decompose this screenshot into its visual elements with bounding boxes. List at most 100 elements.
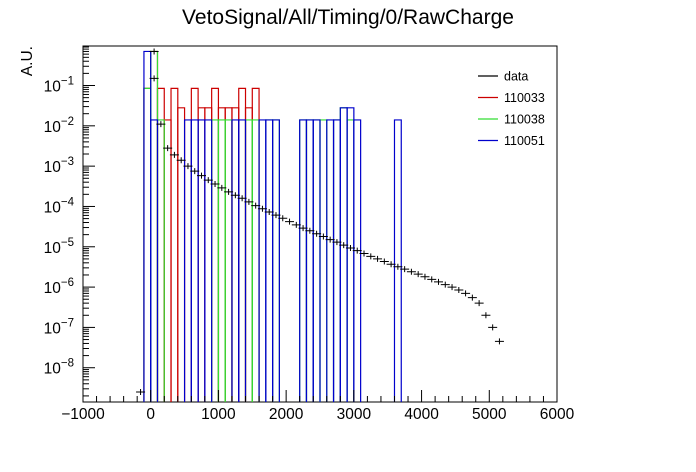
bar-110033-1 <box>150 50 159 402</box>
bar-110051-17 <box>346 107 355 402</box>
bar-110033-7 <box>190 87 199 402</box>
data-point-4 <box>163 145 173 152</box>
y-tick-label-3: 10−5 <box>44 237 74 257</box>
bar-110038-13 <box>319 119 328 402</box>
data-point-35 <box>373 255 383 262</box>
bar-110038-11 <box>305 119 314 402</box>
bar-110033-8 <box>197 107 206 402</box>
bar-110051-8 <box>258 119 267 402</box>
bar-110051-3 <box>190 119 199 402</box>
data-point-11 <box>210 181 220 188</box>
bar-110033-10 <box>211 87 220 402</box>
y-tick-label-5: 10−3 <box>44 156 74 176</box>
legend-label-data: data <box>504 70 528 84</box>
data-point-28 <box>325 236 335 243</box>
data-point-34 <box>366 253 376 260</box>
data-point-19 <box>264 208 274 215</box>
data-point-43 <box>427 276 437 283</box>
bar-110038-4 <box>217 119 226 402</box>
y-tick-label-6: 10−2 <box>44 116 74 136</box>
bar-110038-2 <box>156 119 165 402</box>
x-tick-label-0: −1000 <box>61 406 105 423</box>
bar-110038-5 <box>224 119 233 402</box>
data-point-5 <box>169 151 179 158</box>
series-110038 <box>143 50 355 402</box>
data-point-36 <box>379 258 389 265</box>
bar-110033-5 <box>177 107 186 402</box>
data-point-12 <box>217 184 227 191</box>
bar-110051-19 <box>393 119 402 402</box>
bar-110038-1 <box>150 50 159 402</box>
data-point-29 <box>332 239 342 246</box>
data-point-33 <box>359 250 369 257</box>
y-axis-label: A.U. <box>19 46 36 76</box>
data-point-49 <box>467 294 477 301</box>
data-point-41 <box>413 271 423 278</box>
legend-label-110038: 110038 <box>504 113 545 127</box>
data-point-39 <box>400 266 410 273</box>
x-tick-label-6: 5000 <box>472 406 507 423</box>
data-point-2 <box>149 75 159 82</box>
bar-110051-12 <box>305 119 314 402</box>
x-tick-label-4: 3000 <box>337 406 372 423</box>
data-point-42 <box>420 273 430 280</box>
series-group <box>136 48 504 402</box>
data-point-48 <box>461 290 471 297</box>
data-point-37 <box>386 261 396 268</box>
legend-label-110051: 110051 <box>504 134 545 148</box>
bar-110033-3 <box>163 119 172 402</box>
bar-110051-11 <box>299 119 308 402</box>
data-point-31 <box>345 245 355 252</box>
data-point-14 <box>230 192 240 199</box>
y-tick-label-4: 10−4 <box>44 196 75 216</box>
data-point-23 <box>291 221 301 228</box>
bar-110038-6 <box>244 119 253 402</box>
data-point-32 <box>352 247 362 254</box>
data-point-20 <box>271 212 281 219</box>
data-point-26 <box>312 230 322 237</box>
data-point-52 <box>488 324 498 331</box>
axes: −1000 0 1000 2000 3000 4000 5000 6000 10−8 10−7 10… <box>44 46 575 423</box>
bar-110033-9 <box>204 107 213 402</box>
bar-110033-11 <box>217 107 226 402</box>
bar-110038-12 <box>312 119 321 402</box>
bar-110038-14 <box>332 119 341 402</box>
bar-110038-15 <box>339 107 348 402</box>
bar-110033-15 <box>244 107 253 402</box>
bar-110033-12 <box>224 107 233 402</box>
bar-110033-16 <box>251 87 260 402</box>
data-point-6 <box>176 157 186 164</box>
bar-110033-2 <box>156 87 165 402</box>
data-point-17 <box>251 202 261 209</box>
bar-110051-13 <box>312 119 321 402</box>
series-110051 <box>143 50 402 402</box>
data-point-50 <box>474 300 484 307</box>
y-tick-label-0: 10−8 <box>44 358 74 378</box>
bar-110051-0 <box>143 50 152 402</box>
data-point-51 <box>481 312 491 319</box>
x-tick-label-7: 6000 <box>540 406 575 423</box>
bar-110051-14 <box>326 119 335 402</box>
data-point-21 <box>278 215 288 222</box>
data-point-25 <box>305 227 315 234</box>
data-point-10 <box>203 177 213 184</box>
data-point-53 <box>494 338 504 345</box>
bar-110051-4 <box>197 119 206 402</box>
y-tick-label-7: 10−1 <box>44 76 74 96</box>
chart-title: VetoSignal/All/Timing/0/RawCharge <box>182 6 514 29</box>
data-point-44 <box>434 278 443 285</box>
y-tick-label-2: 10−6 <box>44 277 74 297</box>
bar-110051-9 <box>265 119 274 402</box>
bar-110033-13 <box>231 107 240 402</box>
bar-110051-5 <box>204 119 213 402</box>
series-110033 <box>143 50 260 402</box>
data-point-1 <box>149 48 159 55</box>
data-point-13 <box>224 188 234 195</box>
bar-110051-10 <box>272 119 280 402</box>
data-point-47 <box>454 286 464 293</box>
bar-110051-1 <box>150 119 159 402</box>
bar-110038-3 <box>211 119 220 402</box>
bar-110038-7 <box>251 119 260 402</box>
bar-110051-16 <box>339 107 348 402</box>
